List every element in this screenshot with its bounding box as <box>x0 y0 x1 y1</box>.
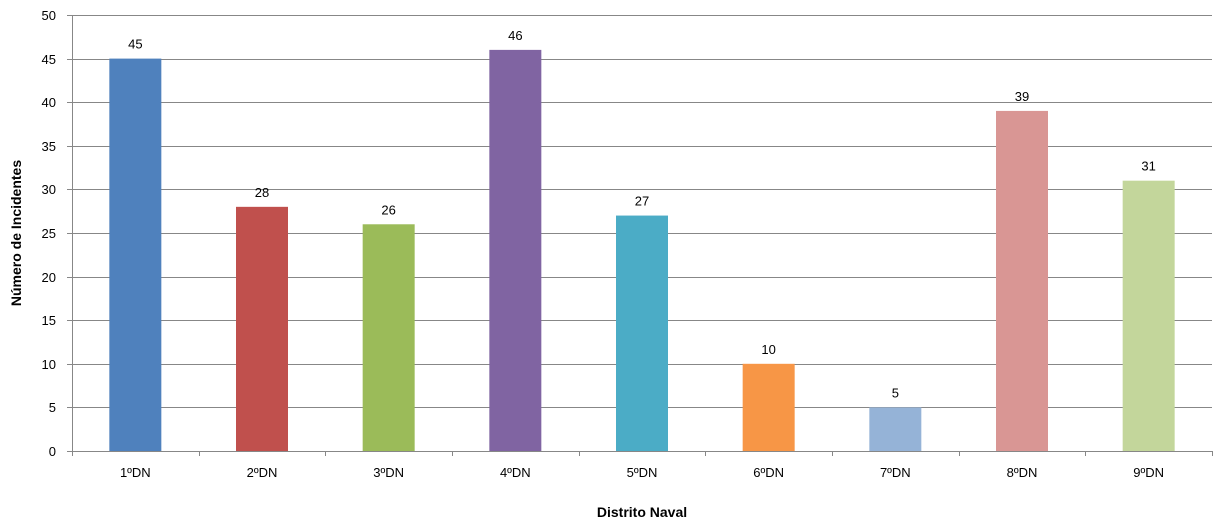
axes <box>72 15 1212 452</box>
bar-9ºDN <box>1122 180 1175 451</box>
y-tick-label-35: 35 <box>42 139 56 154</box>
y-tick-label-15: 15 <box>42 313 56 328</box>
bar-4ºDN <box>489 49 542 451</box>
bar-1ºDN <box>109 58 162 451</box>
bar-3ºDN <box>362 224 415 451</box>
x-tick-label-6ºDN: 6ºDN <box>753 465 784 480</box>
x-axis-title: Distrito Naval <box>597 504 687 520</box>
bar-6ºDN <box>742 363 795 451</box>
x-tick-label-8ºDN: 8ºDN <box>1007 465 1038 480</box>
y-axis-ticks: 0 5 10 15 20 25 30 35 40 45 50 <box>42 8 72 459</box>
x-tick-label-3ºDN: 3ºDN <box>373 465 404 480</box>
bar-2ºDN <box>236 206 288 451</box>
x-tick-label-1ºDN: 1ºDN <box>120 465 151 480</box>
y-tick-label-50: 50 <box>42 8 56 23</box>
y-tick-label-5: 5 <box>49 400 56 415</box>
data-label-9ºDN: 31 <box>1141 159 1155 174</box>
x-axis-ticks: 1ºDN 2ºDN 3ºDN 4ºDN 5ºDN 6ºDN 7ºDN 8ºDN 9ºDN <box>72 451 1213 480</box>
data-label-7ºDN: 5 <box>892 385 899 400</box>
x-tick-label-7ºDN: 7ºDN <box>880 465 911 480</box>
data-label-8ºDN: 39 <box>1015 89 1029 104</box>
bar-7ºDN <box>869 407 922 451</box>
data-label-6ºDN: 10 <box>761 342 775 357</box>
bars <box>109 49 1175 452</box>
data-label-5ºDN: 27 <box>635 194 649 209</box>
y-tick-label-45: 45 <box>42 52 56 67</box>
data-label-4ºDN: 46 <box>508 28 522 43</box>
data-label-3ºDN: 26 <box>381 202 395 217</box>
bar-5ºDN <box>616 215 668 451</box>
data-label-1ºDN: 45 <box>128 37 142 52</box>
y-tick-label-40: 40 <box>42 95 56 110</box>
x-tick-label-2ºDN: 2ºDN <box>247 465 278 480</box>
data-label-2ºDN: 28 <box>255 185 269 200</box>
y-tick-label-10: 10 <box>42 357 56 372</box>
x-tick-label-4ºDN: 4ºDN <box>500 465 531 480</box>
y-tick-label-30: 30 <box>42 182 56 197</box>
y-tick-label-20: 20 <box>42 270 56 285</box>
data-labels: 45 28 26 46 27 10 5 39 31 <box>128 28 1156 401</box>
x-tick-label-9ºDN: 9ºDN <box>1133 465 1164 480</box>
x-tick-label-5ºDN: 5ºDN <box>627 465 658 480</box>
y-tick-label-25: 25 <box>42 226 56 241</box>
bar-8ºDN <box>996 110 1048 452</box>
y-tick-label-0: 0 <box>49 444 56 459</box>
y-axis-title: Número de Incidentes <box>8 160 24 306</box>
